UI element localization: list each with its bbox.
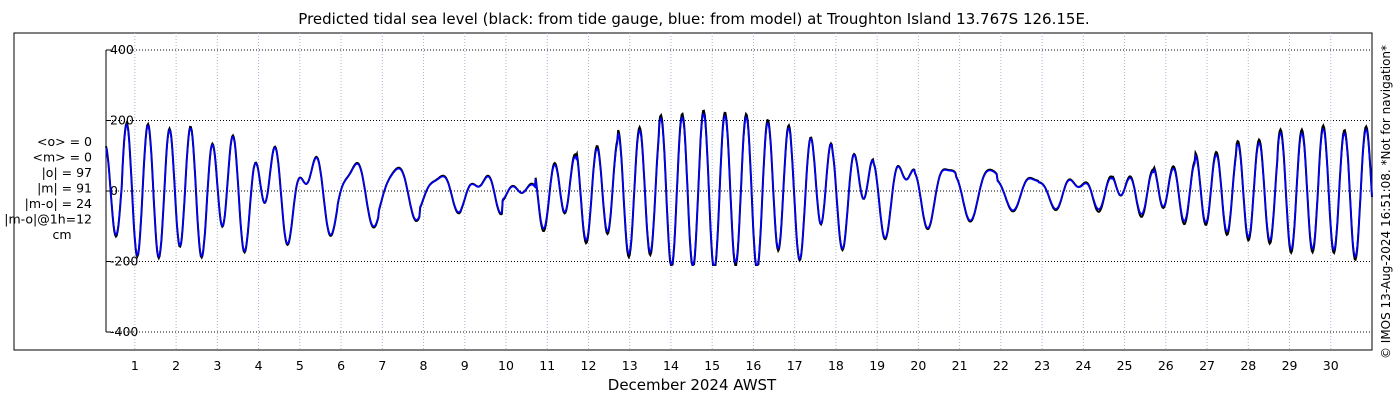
x-axis-label: December 2024 AWST [608, 376, 777, 394]
x-tick-label: 16 [745, 358, 761, 373]
stats-block: <o> = 0<m> = 0|o| = 97|m| = 91|m-o| = 24… [4, 134, 92, 242]
x-tick-label: 24 [1075, 358, 1091, 373]
y-tick-label: 400 [110, 42, 134, 57]
y-axis-ticks: -400 -200 0 200 400 [110, 42, 138, 339]
stats-line: <m> = 0 [33, 150, 93, 165]
x-tick-label: 30 [1323, 358, 1339, 373]
stats-line: cm [52, 227, 71, 242]
y-tick-label: -200 [110, 254, 138, 269]
credit-text: © IMOS 13-Aug-2024 16:51:08. *Not for na… [1379, 45, 1393, 359]
x-tick-label: 9 [461, 358, 469, 373]
x-tick-label: 7 [378, 358, 386, 373]
series-group [105, 109, 1373, 267]
x-tick-label: 17 [787, 358, 803, 373]
stats-line: <o> = 0 [37, 134, 92, 149]
x-axis-ticks: 1 2 3 4 5 6 7 8 9 10 11 12 13 14 15 16 17 18 19 20 21 22 23 24 2… [131, 358, 1339, 373]
x-tick-label: 19 [869, 358, 885, 373]
x-tick-label: 23 [1034, 358, 1050, 373]
grid-lines [106, 33, 1372, 350]
x-tick-label: 12 [581, 358, 597, 373]
x-tick-label: 8 [420, 358, 428, 373]
x-tick-label: 5 [296, 358, 304, 373]
series-line-model [105, 113, 1373, 267]
x-tick-label: 10 [498, 358, 514, 373]
x-tick-label: 13 [622, 358, 638, 373]
x-tick-label: 26 [1158, 358, 1174, 373]
y-tick-label: 0 [110, 183, 118, 198]
x-tick-label: 29 [1282, 358, 1298, 373]
x-tick-label: 25 [1117, 358, 1133, 373]
x-tick-label: 4 [255, 358, 263, 373]
stats-line: |m-o| = 24 [25, 196, 92, 211]
x-tick-label: 20 [910, 358, 926, 373]
x-tick-label: 1 [131, 358, 139, 373]
x-tick-label: 2 [172, 358, 180, 373]
y-tick-label: 200 [110, 113, 134, 128]
chart-title: Predicted tidal sea level (black: from t… [298, 10, 1089, 28]
x-tick-label: 11 [539, 358, 555, 373]
stats-line: |o| = 97 [42, 165, 92, 180]
x-tick-label: 21 [952, 358, 968, 373]
stats-line: |m-o|@1h=12 [4, 212, 92, 227]
x-tick-label: 6 [337, 358, 345, 373]
y-tick-label: -400 [110, 324, 138, 339]
stats-line: |m| = 91 [37, 181, 92, 196]
x-tick-label: 15 [704, 358, 720, 373]
x-tick-label: 27 [1199, 358, 1215, 373]
x-tick-label: 14 [663, 358, 679, 373]
x-tick-label: 3 [213, 358, 221, 373]
x-tick-label: 18 [828, 358, 844, 373]
x-tick-label: 28 [1240, 358, 1256, 373]
x-tick-label: 22 [993, 358, 1009, 373]
